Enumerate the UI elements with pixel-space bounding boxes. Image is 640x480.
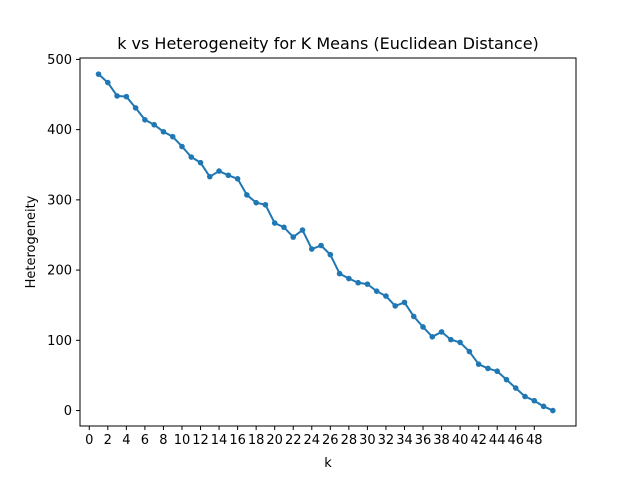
data-point [550, 407, 556, 414]
data-point [531, 397, 538, 404]
x-tick-label: 20 [266, 433, 283, 448]
x-tick-label: 18 [248, 433, 265, 448]
data-point [392, 303, 399, 309]
data-point [410, 313, 417, 320]
data-point [485, 365, 491, 372]
data-point [512, 385, 519, 391]
x-tick-label: 48 [526, 433, 543, 448]
x-tick-label: 6 [141, 433, 149, 448]
data-point [438, 329, 445, 335]
x-tick-label: 32 [378, 433, 395, 448]
data-point [105, 79, 111, 86]
x-tick-label: 14 [211, 433, 228, 448]
data-point [197, 159, 204, 166]
x-tick-label: 0 [85, 433, 93, 448]
data-point [457, 339, 463, 346]
data-point [475, 361, 482, 367]
data-point [234, 175, 241, 182]
x-tick-label: 22 [285, 433, 302, 448]
data-point [95, 71, 102, 77]
data-point [373, 288, 380, 294]
x-tick-label: 40 [452, 433, 469, 448]
x-axis-label: k [324, 456, 332, 471]
data-point [327, 251, 334, 258]
x-tick-label: 38 [433, 433, 450, 448]
x-tick-label: 4 [122, 433, 130, 448]
x-tick-label: 2 [104, 433, 112, 448]
plot-area [80, 58, 576, 426]
x-tick-label: 24 [304, 433, 321, 448]
data-point [262, 201, 269, 208]
data-point [123, 93, 130, 100]
plot-frame [79, 57, 577, 427]
chart-title: k vs Heterogeneity for K Means (Euclidea… [117, 34, 539, 53]
series-points [95, 71, 556, 414]
data-point [494, 368, 500, 375]
data-point [466, 348, 473, 355]
data-point [179, 143, 185, 150]
y-axis-label: Heterogeneity [24, 195, 39, 288]
data-point [448, 336, 454, 343]
x-tick-label: 30 [359, 433, 376, 448]
y-tick-label: 300 [47, 193, 72, 208]
data-point [522, 393, 528, 400]
data-point [503, 376, 510, 383]
data-point [540, 403, 547, 410]
data-point [299, 227, 306, 233]
data-point [151, 121, 157, 128]
x-tick-label: 28 [341, 433, 358, 448]
y-tick-label: 0 [64, 404, 72, 419]
y-axis-ticks: 0 100 200 300 400 500 [47, 53, 80, 419]
data-point [206, 173, 213, 180]
data-point [225, 172, 232, 179]
x-tick-label: 36 [415, 433, 432, 448]
x-axis-ticks: 0 2 4 6 8 10 12 14 16 18 20 22 24 26 28 30 32 34 36 38 40 42 4… [85, 426, 543, 448]
y-tick-label: 500 [47, 53, 72, 68]
x-tick-label: 34 [396, 433, 413, 448]
x-tick-label: 16 [229, 433, 246, 448]
data-point [383, 293, 389, 299]
x-tick-label: 12 [192, 433, 209, 448]
data-point [114, 93, 120, 99]
data-point [364, 281, 371, 287]
data-point [142, 117, 148, 123]
data-point [420, 324, 426, 330]
data-point [216, 168, 222, 174]
x-tick-label: 46 [507, 433, 524, 448]
x-tick-label: 42 [470, 433, 487, 448]
data-point [401, 299, 408, 306]
data-point [281, 224, 287, 231]
x-tick-label: 26 [322, 433, 339, 448]
data-point [290, 234, 297, 240]
data-point [336, 270, 343, 277]
data-point [429, 334, 436, 340]
data-point [355, 279, 361, 286]
x-tick-label: 44 [489, 433, 506, 448]
data-point [318, 242, 324, 249]
y-tick-label: 200 [47, 264, 72, 279]
data-point [160, 128, 167, 135]
y-tick-label: 400 [47, 123, 72, 138]
data-point [188, 154, 195, 160]
x-tick-label: 8 [159, 433, 167, 448]
x-tick-label: 10 [174, 433, 191, 448]
y-tick-label: 100 [47, 334, 72, 349]
data-point [132, 105, 139, 111]
data-point [244, 192, 250, 198]
data-point [308, 246, 315, 252]
data-point [346, 275, 352, 282]
data-point [253, 199, 259, 206]
data-point [169, 133, 176, 140]
data-point [271, 220, 278, 226]
